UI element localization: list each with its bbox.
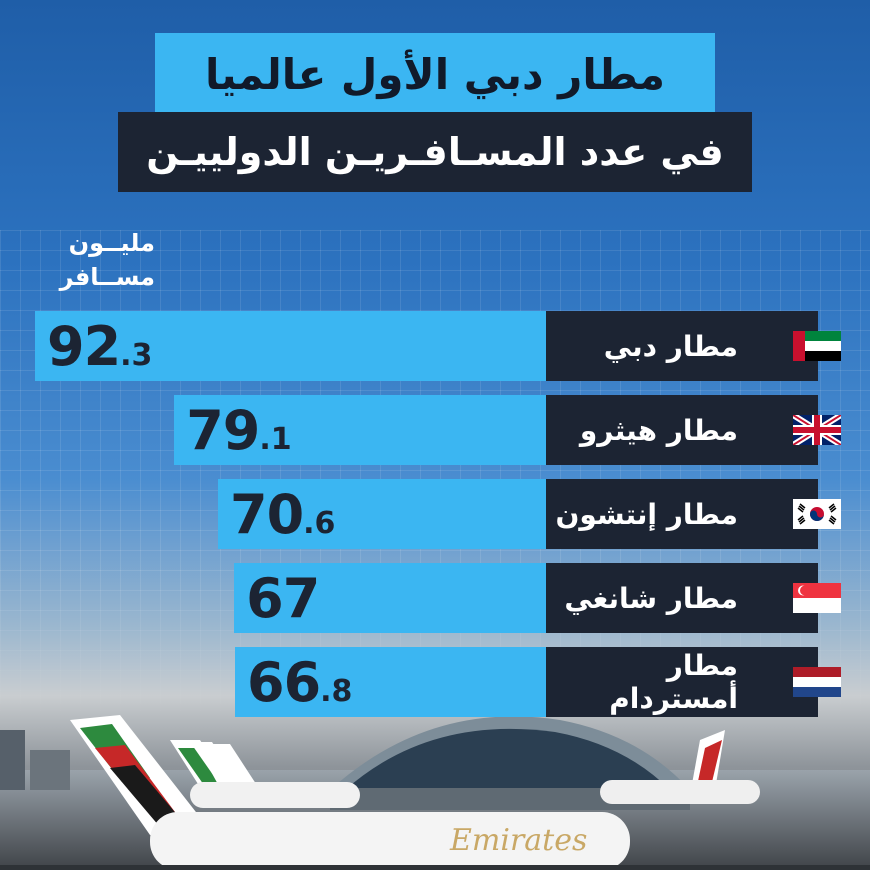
bar-row: 66.8 مطار أمستردام	[0, 647, 870, 717]
bar: 92.3	[35, 311, 546, 381]
singapore-flag-icon	[793, 583, 841, 613]
category-label-box: مطار أمستردام	[546, 647, 818, 717]
chart-subtitle-banner: في عدد المسـافـريـن الدولييـن	[118, 112, 752, 192]
bar-value-label: 92.3	[47, 314, 153, 378]
airport-scene-illustration: Emirates	[0, 715, 870, 870]
category-label: مطار أمستردام	[609, 649, 738, 715]
bar-row: 67 مطار شانغي	[0, 563, 870, 633]
bar-value-label: 79.1	[186, 398, 292, 462]
category-label-box: مطار إنتشون	[546, 479, 818, 549]
uk-flag-icon	[791, 412, 843, 448]
south-korea-flag-icon	[793, 499, 841, 529]
chart-title: مطار دبي الأول عالميا	[204, 49, 666, 99]
chart-title-banner: مطار دبي الأول عالميا	[155, 33, 715, 115]
bar-value-label: 70.6	[230, 482, 336, 546]
unit-label: مليــون مســافر	[30, 226, 155, 294]
category-label-box: مطار هيثرو	[546, 395, 818, 465]
bar: 79.1	[174, 395, 546, 465]
unit-line-2: مســافر	[59, 263, 155, 291]
chart-subtitle: في عدد المسـافـريـن الدولييـن	[146, 130, 724, 174]
category-label: مطار شانغي	[564, 581, 738, 615]
unit-line-1: مليــون	[68, 229, 155, 257]
bar-value-label: 67	[246, 566, 320, 630]
bar: 66.8	[235, 647, 546, 717]
category-label: مطار هيثرو	[579, 413, 738, 447]
bar-row: 92.3 مطار دبي	[0, 311, 870, 381]
bar-row: 79.1 مطار هيثرو	[0, 395, 870, 465]
bar: 67	[234, 563, 546, 633]
category-label-box: مطار دبي	[546, 311, 818, 381]
category-label: مطار إنتشون	[555, 497, 738, 531]
bar-row: 70.6 مطار إنتشون	[0, 479, 870, 549]
bar-value-label: 66.8	[247, 650, 353, 714]
uae-flag-icon	[793, 331, 841, 361]
netherlands-flag-icon	[793, 667, 841, 697]
category-label-box: مطار شانغي	[546, 563, 818, 633]
category-label: مطار دبي	[603, 329, 738, 363]
bar: 70.6	[218, 479, 546, 549]
emirates-livery-logo: Emirates	[449, 823, 587, 858]
